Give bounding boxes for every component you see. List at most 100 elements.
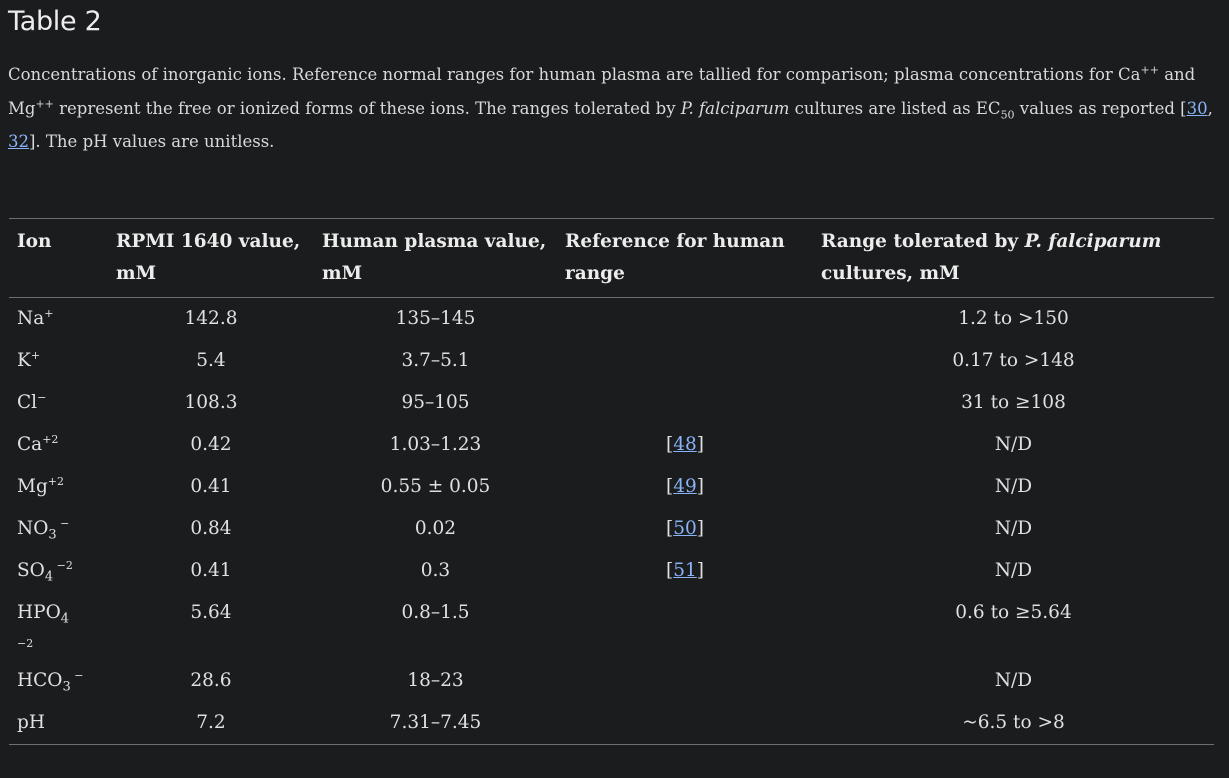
cell-ion: HPO4 −2	[9, 592, 108, 660]
ion-subscript: 4	[60, 611, 70, 627]
cell-plasma: 18–23	[407, 670, 464, 691]
cell-ion: K+	[9, 340, 108, 382]
cell-plasma: 7.31–7.45	[389, 712, 482, 733]
cell-ion: pH	[9, 702, 108, 745]
cell-ion: SO4 −2	[9, 550, 108, 592]
table-row: Na+ 142.8 135–145 1.2 to >150	[9, 298, 1214, 341]
table-row: pH 7.2 7.31–7.45 ~6.5 to >8	[9, 702, 1214, 745]
caption-ec-subscript: 50	[1000, 107, 1015, 121]
caption-text: ]. The pH values are unitless.	[29, 132, 275, 151]
ion-charge: −	[37, 390, 47, 404]
cell-tolerated-range: N/D	[994, 670, 1033, 691]
ion-symbol: Na	[17, 308, 45, 329]
cell-ion: HCO3 −	[9, 660, 108, 702]
cell-tolerated-range: 0.17 to >148	[952, 350, 1075, 371]
ion-symbol: NO	[17, 518, 49, 539]
ref-bracket-close: ]	[696, 434, 704, 455]
ion-subscript: 3	[62, 679, 71, 695]
ion-charge: −2	[53, 558, 73, 572]
cell-rpmi: 5.4	[196, 350, 226, 371]
cell-plasma: 0.3	[420, 560, 451, 581]
table-row: NO3 − 0.84 0.02 [50] N/D	[9, 508, 1214, 550]
cell-tolerated-range: N/D	[994, 434, 1033, 455]
table-title: Table 2	[8, 6, 102, 37]
ion-symbol: Ca	[17, 434, 43, 455]
cell-reference: [49]	[557, 466, 813, 508]
ion-concentration-table: Ion RPMI 1640 value, mM Human plasma val…	[9, 218, 1214, 745]
cell-reference	[557, 298, 813, 341]
cell-reference: [50]	[557, 508, 813, 550]
table-row: SO4 −2 0.41 0.3 [51] N/D	[9, 550, 1214, 592]
caption-mg-charge: ++	[35, 97, 54, 110]
caption-separator: ,	[1207, 98, 1213, 118]
cell-plasma: 1.03–1.23	[389, 434, 482, 455]
table-row: Ca+2 0.42 1.03–1.23 [48] N/D	[9, 424, 1214, 466]
ion-symbol: Cl	[17, 392, 38, 413]
reference-link[interactable]: 51	[673, 560, 697, 581]
table-body: Na+ 142.8 135–145 1.2 to >150 K+ 5.4 3.7–5.1 0.…	[9, 298, 1214, 745]
ion-charge: +2	[47, 474, 65, 488]
cell-rpmi: 0.41	[190, 476, 232, 497]
cell-ion: Mg+2	[9, 466, 108, 508]
ref-bracket-open: [	[666, 560, 674, 581]
cell-plasma: 0.02	[414, 518, 457, 539]
header-tolerated-prefix: Range tolerated by	[821, 231, 1025, 252]
ion-symbol: HPO	[17, 602, 61, 623]
cell-reference	[557, 592, 813, 660]
cell-rpmi: 5.64	[190, 602, 232, 623]
caption-text: cultures are listed as EC	[789, 98, 1001, 118]
ion-symbol: SO	[17, 560, 45, 581]
cell-reference	[557, 382, 813, 424]
cell-tolerated-range: 31 to ≥108	[961, 392, 1066, 413]
header-rpmi: RPMI 1640 value, mM	[116, 231, 301, 284]
ref-bracket-close: ]	[696, 476, 704, 497]
reference-link[interactable]: 50	[673, 518, 697, 539]
cell-reference	[557, 340, 813, 382]
ion-symbol: K	[17, 350, 31, 371]
cell-rpmi: 0.42	[190, 434, 232, 455]
reference-link[interactable]: 48	[673, 434, 697, 455]
cell-plasma: 0.8–1.5	[401, 602, 470, 623]
ion-charge: −	[56, 516, 70, 530]
ref-bracket-open: [	[666, 518, 674, 539]
table-caption: Concentrations of inorganic ions. Refere…	[8, 58, 1220, 159]
caption-ca-charge: ++	[1140, 63, 1159, 77]
cell-rpmi: 108.3	[184, 392, 238, 413]
ion-symbol: HCO	[17, 670, 63, 691]
header-ion: Ion	[17, 231, 52, 252]
ref-bracket-close: ]	[696, 560, 704, 581]
header-tolerated-suffix: cultures, mM	[821, 263, 960, 284]
ion-charge: −	[70, 668, 84, 682]
cell-rpmi: 0.41	[190, 560, 232, 581]
caption-text: Concentrations of inorganic ions. Refere…	[8, 65, 1141, 84]
cell-tolerated-range: N/D	[994, 518, 1033, 539]
cell-plasma: 3.7–5.1	[401, 350, 470, 371]
cell-ion: Ca+2	[9, 424, 108, 466]
cell-tolerated-range: 1.2 to >150	[958, 308, 1069, 329]
caption-text: and Mg	[8, 65, 1196, 118]
table-row: Cl− 108.3 95–105 31 to ≥108	[9, 382, 1214, 424]
header-tolerated-species: P. falciparum	[1024, 231, 1162, 252]
table-row: HPO4 −2 5.64 0.8–1.5 0.6 to ≥5.64	[9, 592, 1214, 660]
ref-bracket-close: ]	[696, 518, 704, 539]
cell-plasma: 0.55 ± 0.05	[380, 476, 491, 497]
ion-charge: +2	[42, 432, 59, 446]
table-header-row: Ion RPMI 1640 value, mM Human plasma val…	[9, 218, 1214, 298]
ion-charge: −2	[17, 637, 34, 650]
cell-rpmi: 0.84	[190, 518, 232, 539]
cell-ion: Cl−	[9, 382, 108, 424]
header-reference: Reference for human range	[565, 231, 785, 284]
ion-subscript: 3	[48, 527, 57, 543]
cell-reference	[557, 702, 813, 745]
cell-reference: [51]	[557, 550, 813, 592]
reference-link[interactable]: 49	[673, 476, 697, 497]
cell-tolerated-range: N/D	[994, 560, 1033, 581]
reference-link-32[interactable]: 32	[8, 132, 29, 151]
table-row: Mg+2 0.41 0.55 ± 0.05 [49] N/D	[9, 466, 1214, 508]
cell-tolerated-range: N/D	[994, 476, 1033, 497]
ref-bracket-open: [	[666, 434, 674, 455]
ion-symbol: pH	[17, 712, 45, 733]
ion-charge: +	[44, 306, 54, 320]
reference-link-30[interactable]: 30	[1186, 98, 1208, 118]
